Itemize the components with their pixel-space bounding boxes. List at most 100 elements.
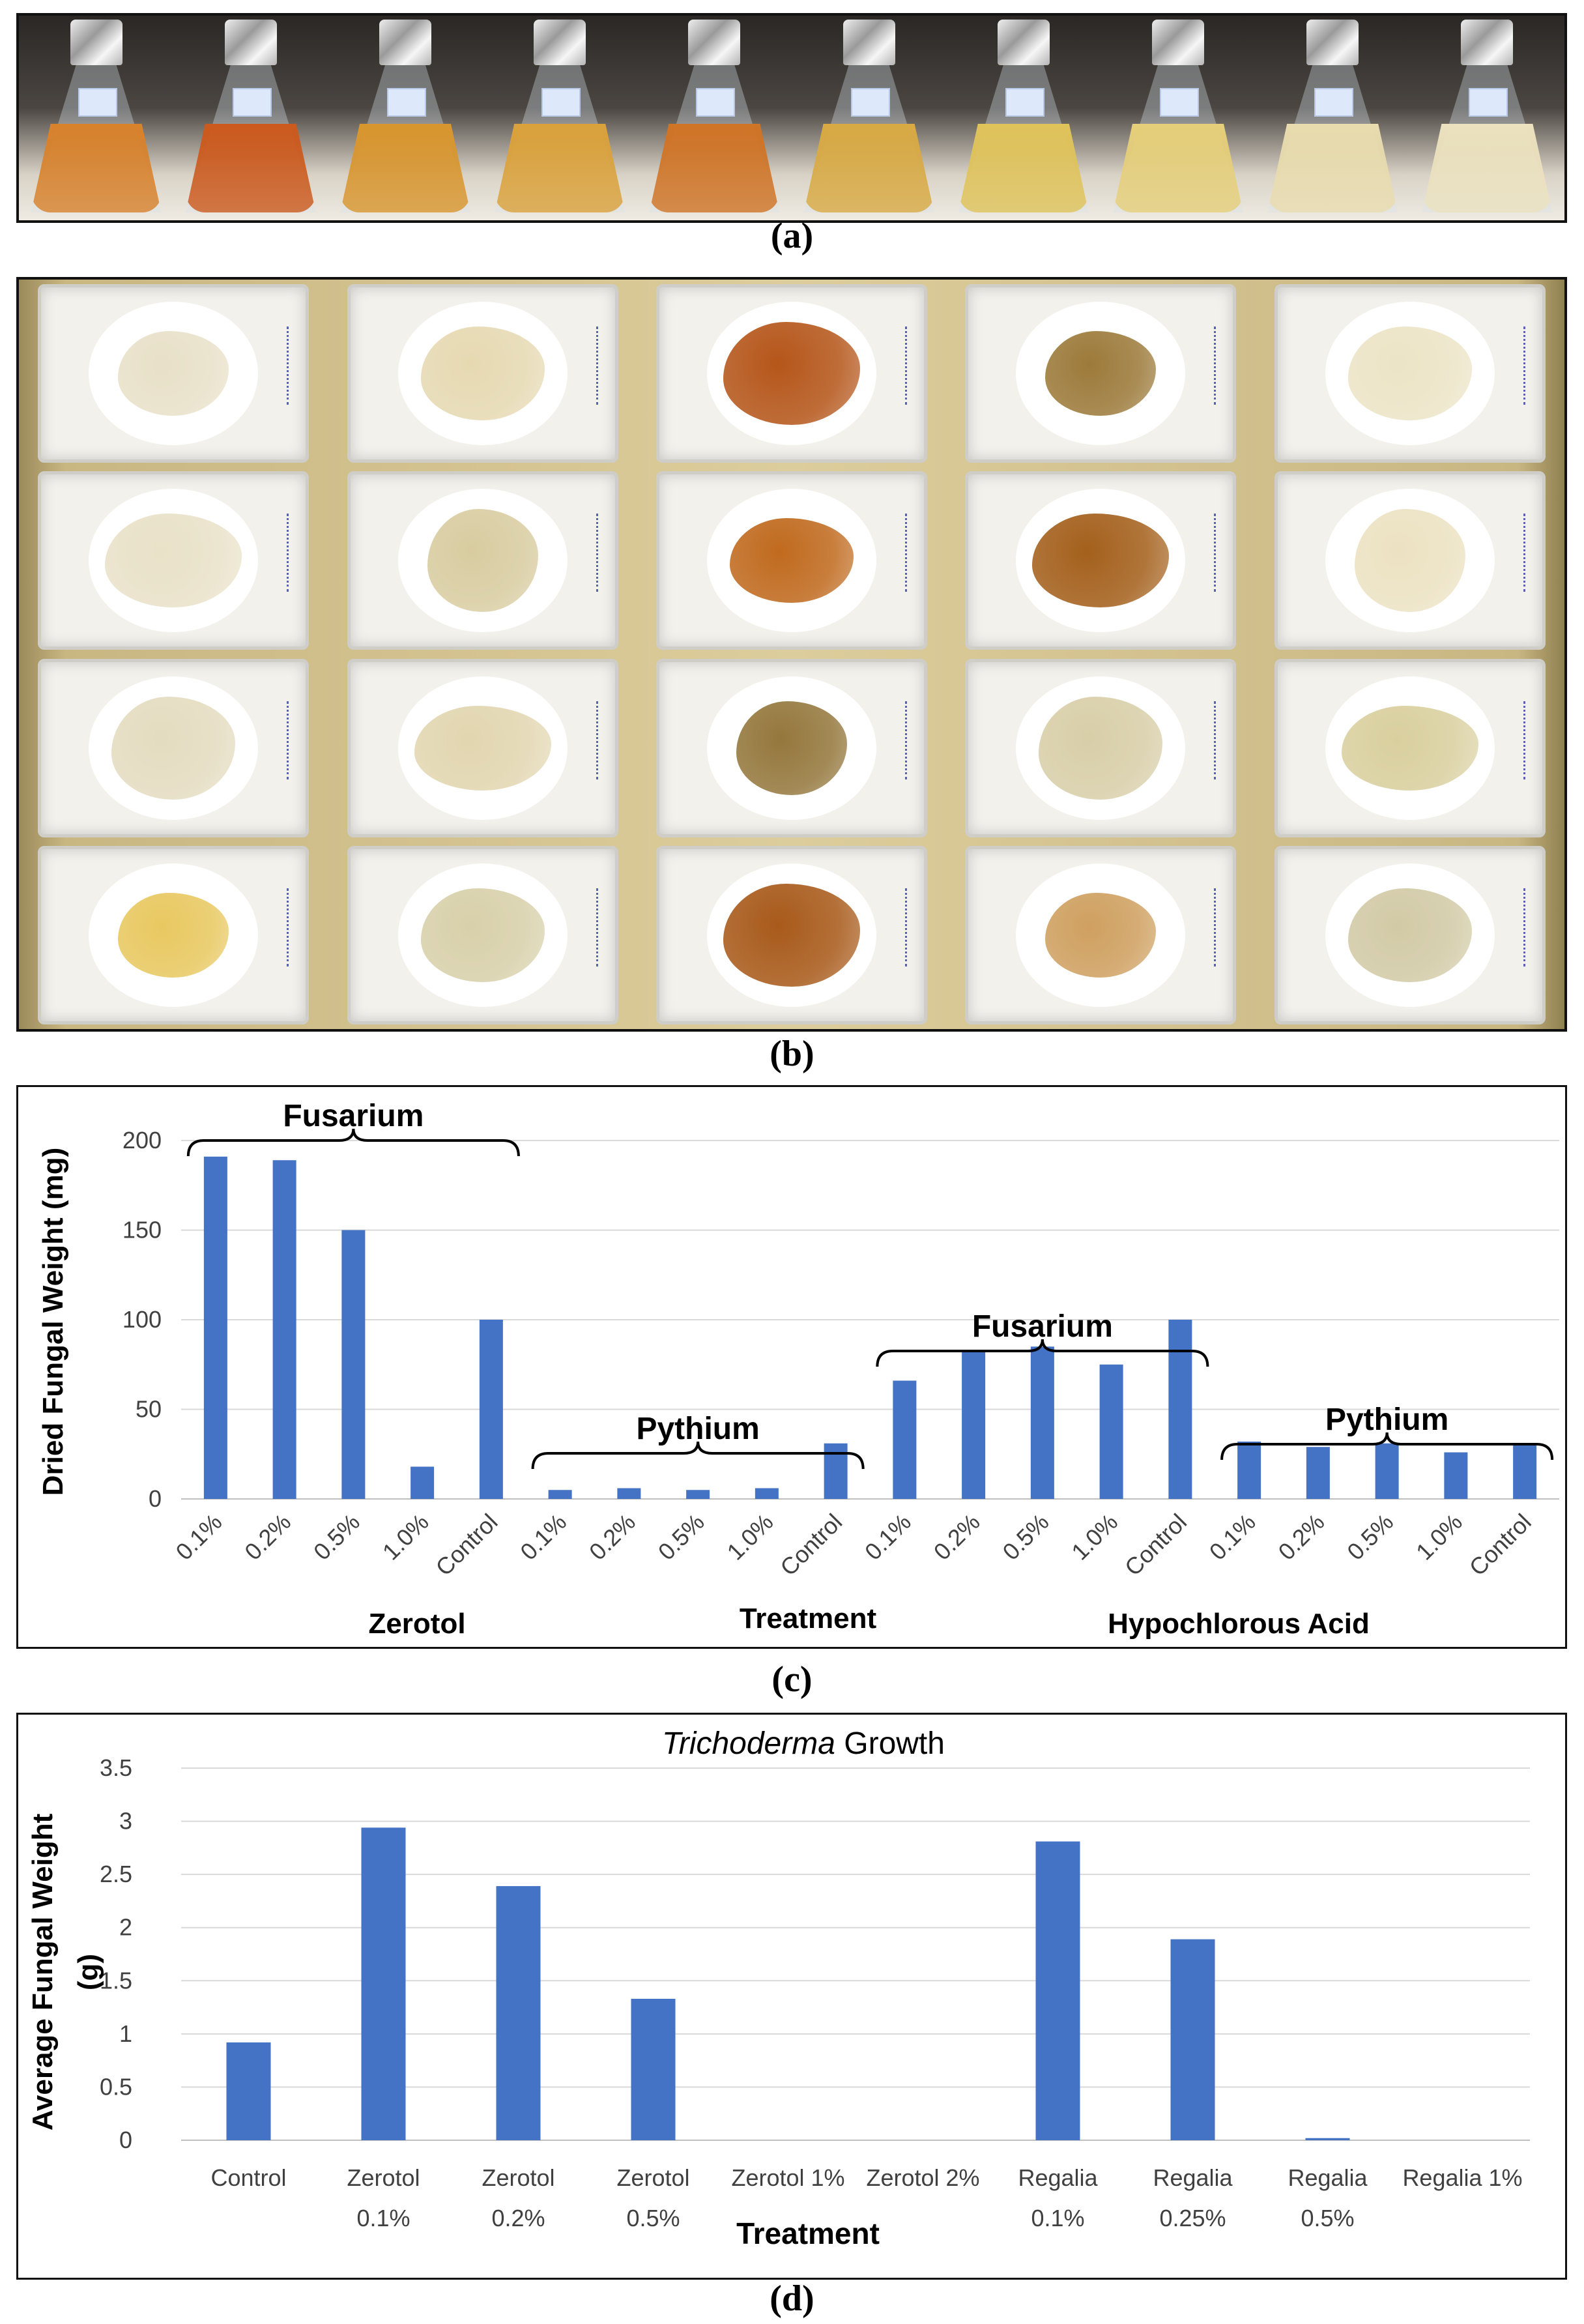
fungal-weight-chart-panel: 0 50 100 150 200 Dried Fungal Weight (mg) 0.1%… [16,1085,1567,1649]
x-tick-label: 1.0% [377,1509,434,1565]
y-tick-label: 1.5 [100,1967,132,1994]
x-tick-label: Zerotol 2% [866,2164,979,2191]
x-axis-title: Treatment [740,1603,877,1634]
caption-b: (b) [770,1034,814,1074]
x-tick-label: Regalia [1018,2164,1098,2191]
bar [755,1488,779,1499]
y-tick-label: 3 [119,1808,132,1835]
x-tick-label: Zerotol [347,2164,420,2191]
x-tick-label: 0.2% [1273,1509,1330,1565]
flask [649,20,780,212]
bar [631,1999,676,2140]
group-brace [876,1339,1209,1367]
fungal-weight-chart: 0 50 100 150 200 Dried Fungal Weight (mg) 0.1%… [37,1099,1559,1640]
tray-well [656,471,927,650]
tray-well [347,283,618,463]
x-tick-label-line2: 0.25% [1159,2205,1226,2231]
flask [1113,20,1243,212]
y-tick-label: 0 [119,2127,132,2153]
x-tick-label: Control [1119,1509,1192,1581]
caption-d: (d) [770,2278,814,2319]
flask [1422,20,1553,212]
tray-well [1274,846,1546,1025]
tray-well [347,658,618,837]
x-tick-label: Zerotol 1% [731,2164,844,2191]
bar [1375,1443,1399,1499]
group-label: Fusarium [972,1309,1113,1344]
bottom-label-hypochlorous: Hypochlorous Acid [1108,1608,1370,1640]
y-tick-label: 150 [122,1217,162,1243]
tray-well [965,471,1237,650]
x-tick-label: Zerotol [616,2164,689,2191]
x-tick-label: Regalia [1288,2164,1368,2191]
tray-well [965,658,1237,837]
x-axis-title: Treatment [736,2216,880,2250]
y-tick-label: 0 [149,1485,162,1512]
x-tick-label-line2: 0.1% [1031,2205,1084,2231]
tray-photo [16,277,1567,1032]
flask [803,20,934,212]
tray-well [1274,471,1546,650]
bar [962,1350,986,1499]
y-tick-label: 2 [119,1914,132,1941]
bar [341,1230,366,1499]
x-tick-label: 0.5% [653,1509,710,1565]
x-tick-label: 0.1% [171,1509,227,1565]
bar [893,1380,917,1499]
tray-well [656,846,927,1025]
x-tick-label: Control [775,1509,847,1581]
tray-well [38,846,310,1025]
bar [1030,1346,1054,1499]
bar [548,1490,572,1499]
x-tick-label: Control [430,1509,502,1581]
caption-a: (a) [770,216,814,256]
flask [185,20,316,212]
bar [1170,1939,1215,2140]
tray-well [1274,658,1546,837]
bar [686,1490,710,1499]
x-tick-label: 0.1% [1204,1509,1261,1565]
bar [1305,2138,1350,2140]
tray-well [347,471,618,650]
bottom-label-zerotol: Zerotol [368,1608,465,1640]
x-tick-label: 0.1% [859,1509,916,1565]
flask [1267,20,1398,212]
x-tick-label-line2: 0.1% [356,2205,410,2231]
bar [361,1827,406,2140]
x-tick-label: 0.1% [515,1509,571,1565]
y-tick-label: 200 [122,1127,162,1154]
y-tick-label: 1 [119,2020,132,2047]
group-label: Pythium [1325,1402,1448,1437]
x-tick-label: 0.2% [239,1509,296,1565]
y-tick-label: 50 [136,1396,162,1423]
trichoderma-chart-panel: Trichoderma Growth 0 0.5 1 1.5 2 2.5 3 3.5 Averag… [16,1713,1567,2280]
x-tick-label: 0.5% [308,1509,365,1565]
y-axis-title-line1: Average Fungal Weight [27,1813,59,2130]
bar [1035,1841,1080,2140]
bar [226,2042,271,2140]
tray-well [965,846,1237,1025]
tray-well [347,846,618,1025]
flask [958,20,1089,212]
x-tick-label: 1.0% [1411,1509,1467,1565]
group-brace [1220,1432,1554,1460]
bar [1444,1452,1468,1499]
x-tick-label-line2: 0.5% [1301,2205,1354,2231]
tray-well [656,283,927,463]
tray-well [1274,283,1546,463]
x-tick-label: Control [210,2164,286,2191]
x-tick-label: 0.2% [584,1509,641,1565]
y-axis-title: Dried Fungal Weight (mg) [37,1148,69,1496]
bar [824,1443,848,1499]
x-tick-label: Control [1464,1509,1536,1581]
x-tick-label: Regalia [1153,2164,1233,2191]
flask [495,20,626,212]
x-tick-label: 0.2% [929,1509,985,1565]
y-tick-label: 100 [122,1306,162,1333]
bar [617,1488,641,1499]
y-tick-label: 2.5 [100,1861,132,1887]
x-tick-label: Regalia 1% [1402,2164,1522,2191]
x-tick-label-line2: 0.5% [626,2205,680,2231]
flask [340,20,470,212]
y-tick-label: 0.5 [100,2073,132,2100]
